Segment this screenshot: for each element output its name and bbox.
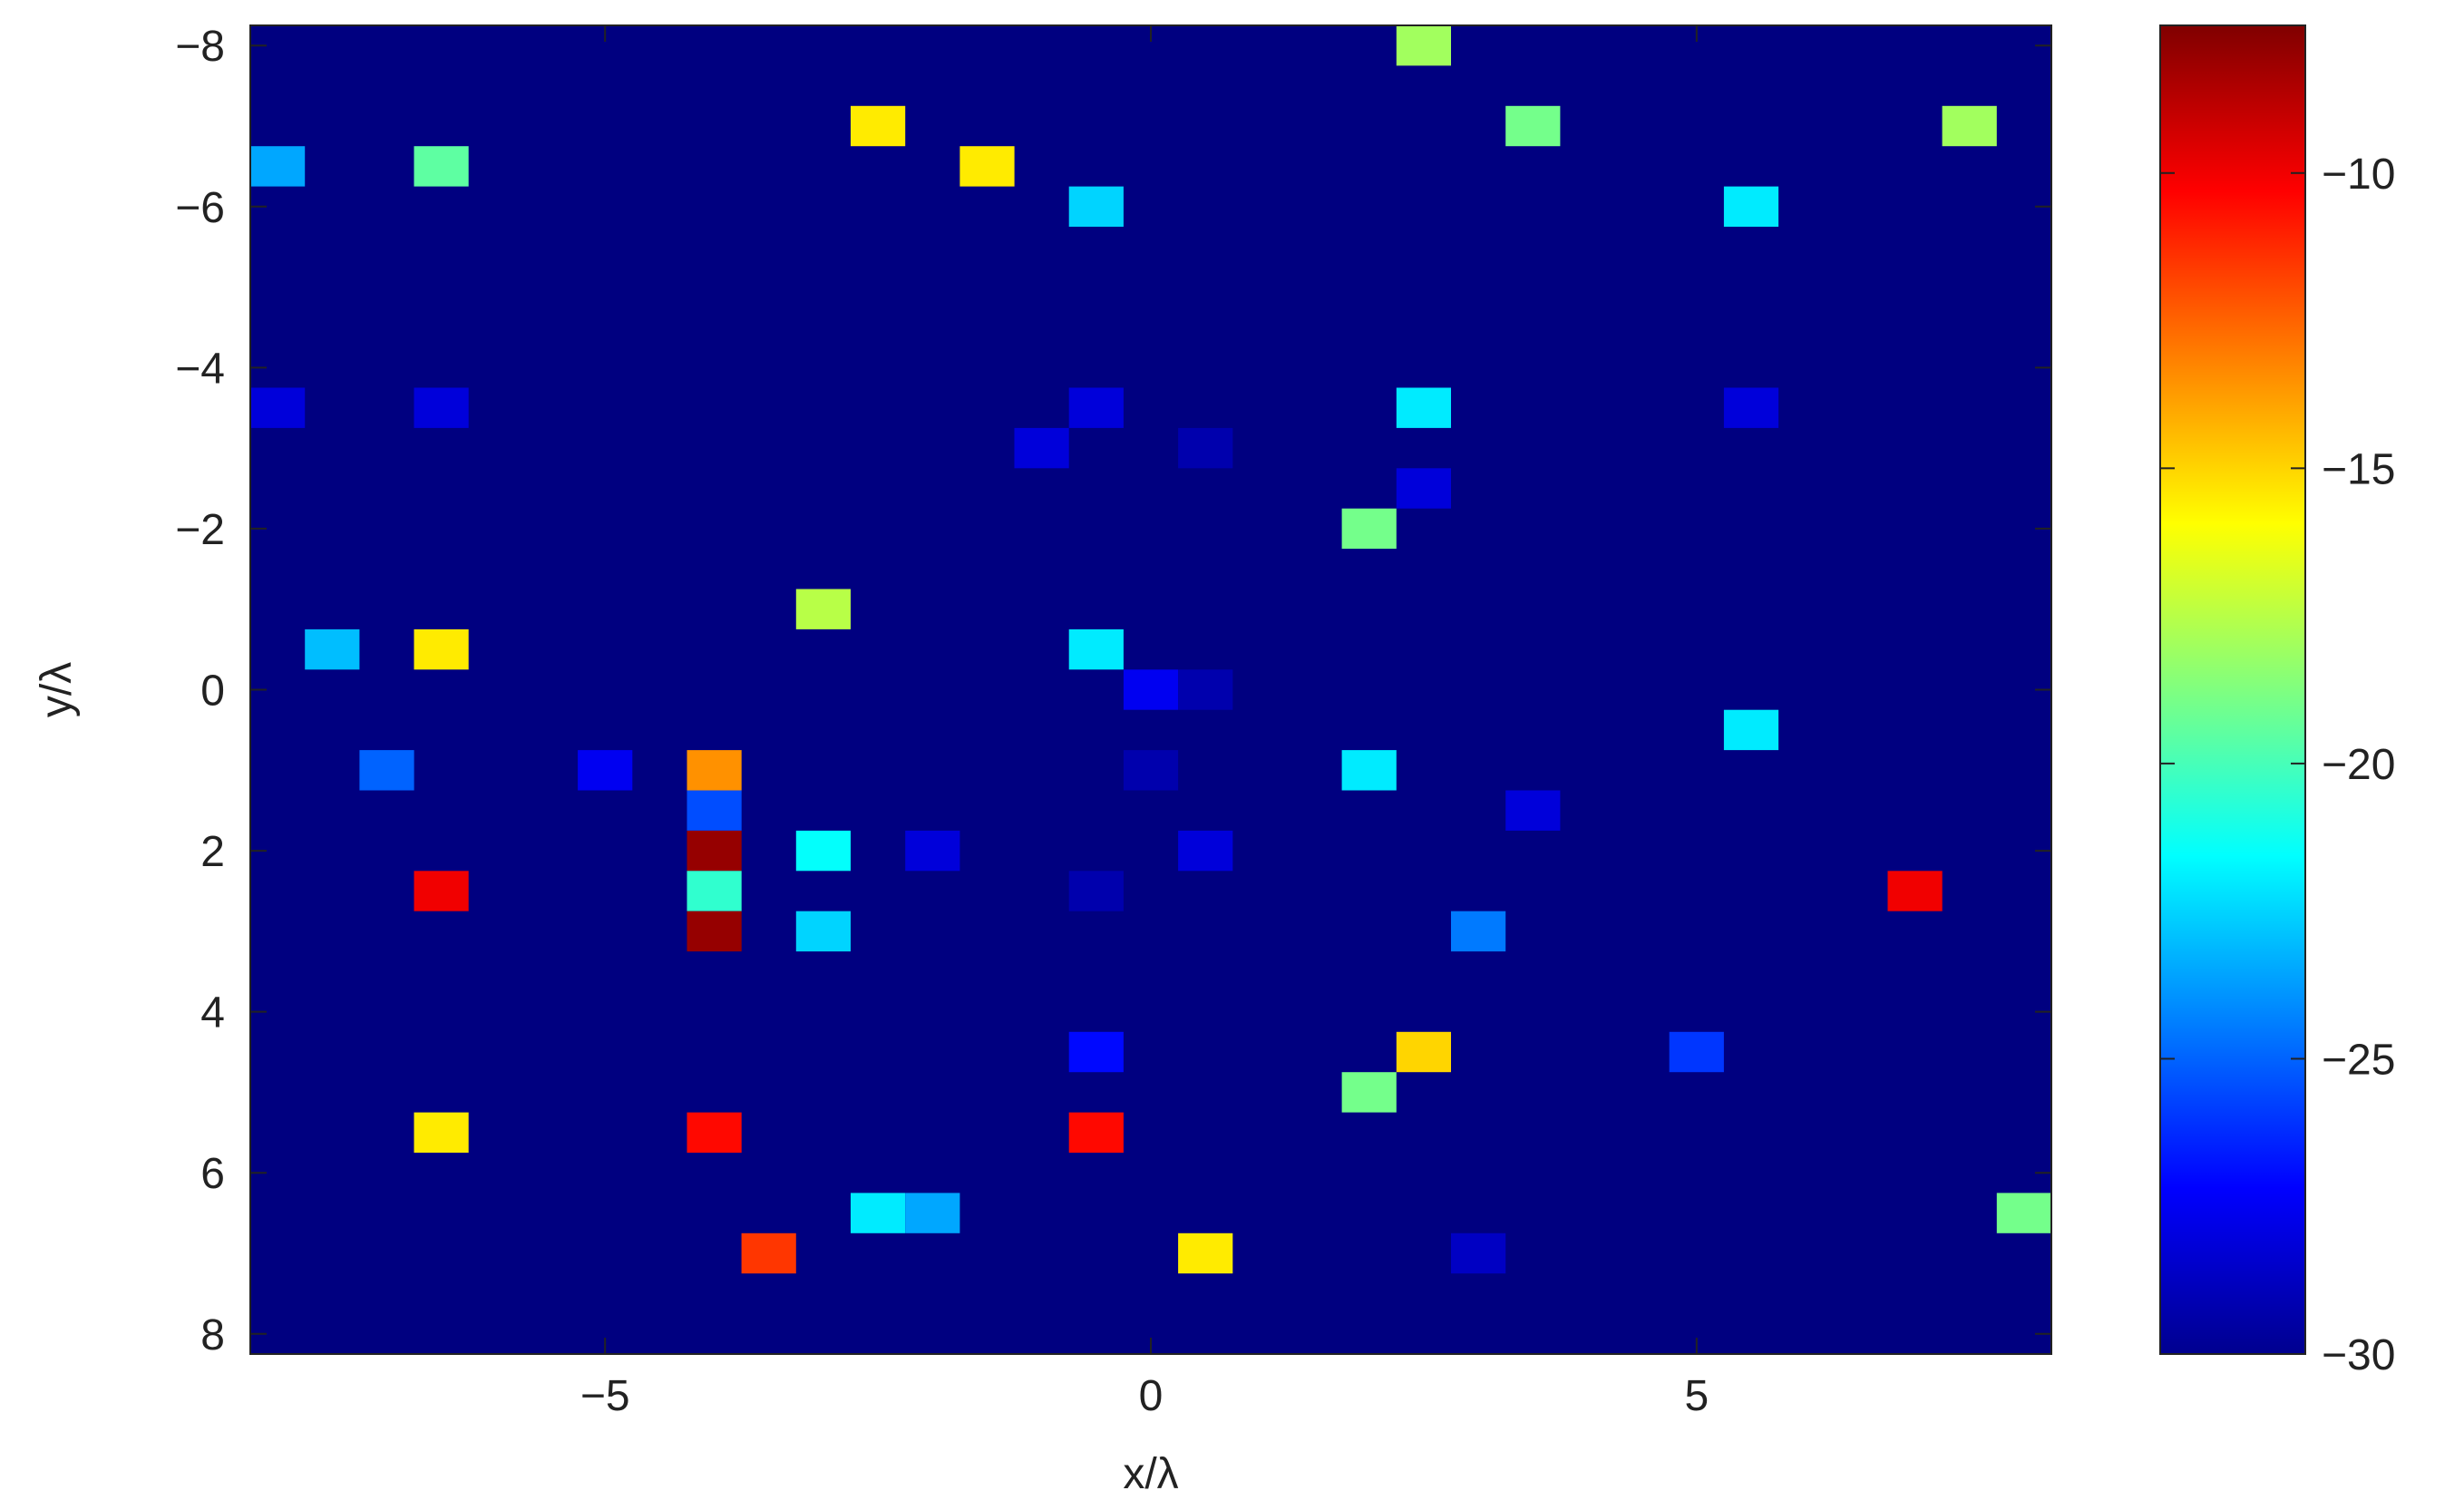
y-tick-label: 8 xyxy=(200,1311,225,1359)
heatmap-cell xyxy=(578,750,633,791)
heatmap-cell xyxy=(1723,186,1779,227)
colorbar-tick-label: −10 xyxy=(2322,151,2395,199)
y-tick-label: 6 xyxy=(200,1150,225,1198)
heatmap-cell xyxy=(1396,468,1451,509)
heatmap-cell xyxy=(687,871,742,911)
colorbar-tick-label: −30 xyxy=(2322,1331,2395,1379)
x-axis-label: x/λ xyxy=(1123,1450,1178,1498)
heatmap-cell xyxy=(795,830,851,872)
y-tick-label: 2 xyxy=(200,828,225,876)
heatmap-cell xyxy=(414,1112,469,1153)
x-axis: −5 0 5 xyxy=(580,25,1709,1420)
heatmap-cell xyxy=(1723,387,1779,428)
heatmap-cell xyxy=(1669,1031,1724,1073)
heatmap-cell xyxy=(1068,628,1124,670)
colorbar: −30 −25 −20 −15 −10 xyxy=(2159,24,2395,1379)
heatmap-cell xyxy=(1505,790,1561,831)
heatmap-cell xyxy=(795,911,851,952)
heatmap-cell xyxy=(1068,871,1124,911)
heatmap-cell xyxy=(687,911,742,952)
heatmap-cell xyxy=(1505,105,1561,147)
heatmap-cell xyxy=(741,1232,796,1274)
y-tick-label: −6 xyxy=(175,184,225,232)
heatmap-cell xyxy=(250,146,306,187)
heatmap-cell xyxy=(1068,1031,1124,1073)
heatmap-cell xyxy=(851,105,906,147)
heatmap-cell xyxy=(414,387,469,428)
heatmap-cell xyxy=(1996,1193,2051,1233)
y-tick-label: −8 xyxy=(175,23,225,71)
y-axis-label: y/λ xyxy=(33,662,81,717)
heatmap-cell xyxy=(1341,508,1397,550)
heatmap-cells xyxy=(250,25,2051,1274)
heatmap-cell xyxy=(1341,750,1397,791)
heatmap-cell xyxy=(1341,1072,1397,1113)
heatmap-cell xyxy=(1396,387,1451,428)
heatmap-cell xyxy=(1723,709,1779,751)
heatmap-cell xyxy=(359,750,414,791)
x-tick-label: −5 xyxy=(580,1372,630,1420)
y-tick-label: 0 xyxy=(200,667,225,716)
x-tick-label: 5 xyxy=(1684,1372,1709,1420)
heatmap-cell xyxy=(687,750,742,791)
heatmap-cell xyxy=(1451,911,1506,952)
heatmap-cell xyxy=(1123,669,1179,710)
heatmap-cell xyxy=(305,628,360,670)
heatmap-cell xyxy=(414,628,469,670)
heatmap-cell xyxy=(414,146,469,187)
heatmap-cell xyxy=(1396,25,1451,66)
heatmap-cell xyxy=(1068,186,1124,227)
heatmap-cell xyxy=(1942,105,1997,147)
heatmap-cell xyxy=(1178,427,1233,469)
colorbar-tick-label: −25 xyxy=(2322,1036,2395,1084)
heatmap-cell xyxy=(1178,669,1233,710)
y-axis: −8 −6 −4 −2 0 2 4 6 8 xyxy=(175,23,2051,1359)
heatmap-cell xyxy=(687,830,742,872)
heatmap-cell xyxy=(414,871,469,911)
y-tick-label: −2 xyxy=(175,506,225,554)
colorbar-border xyxy=(2159,24,2306,1355)
heatmap-cell xyxy=(1451,1232,1506,1274)
colorbar-tick-label: −20 xyxy=(2322,741,2395,789)
heatmap-cell xyxy=(905,1193,960,1233)
heatmap-cell xyxy=(795,589,851,629)
heatmap-cell xyxy=(851,1193,906,1233)
heatmap-cell xyxy=(1887,871,1943,911)
heatmap-cell xyxy=(1178,1232,1233,1274)
heatmap-cell xyxy=(250,387,306,428)
heatmap-cell xyxy=(1396,1031,1451,1073)
heatmap-cell xyxy=(1123,750,1179,791)
colorbar-gradient xyxy=(2160,25,2305,1354)
heatmap-cell xyxy=(687,790,742,831)
heatmap-cell xyxy=(1068,1112,1124,1153)
heatmap-cell xyxy=(1178,830,1233,872)
heatmap-cell xyxy=(687,1112,742,1153)
heatmap-cell xyxy=(1068,387,1124,428)
heatmap-cell xyxy=(1014,427,1069,469)
colorbar-tick-label: −15 xyxy=(2322,445,2395,493)
heatmap-cell xyxy=(905,830,960,872)
y-tick-label: 4 xyxy=(200,989,225,1038)
y-tick-label: −4 xyxy=(175,345,225,393)
heatmap-cell xyxy=(959,146,1015,187)
x-tick-label: 0 xyxy=(1139,1372,1164,1420)
